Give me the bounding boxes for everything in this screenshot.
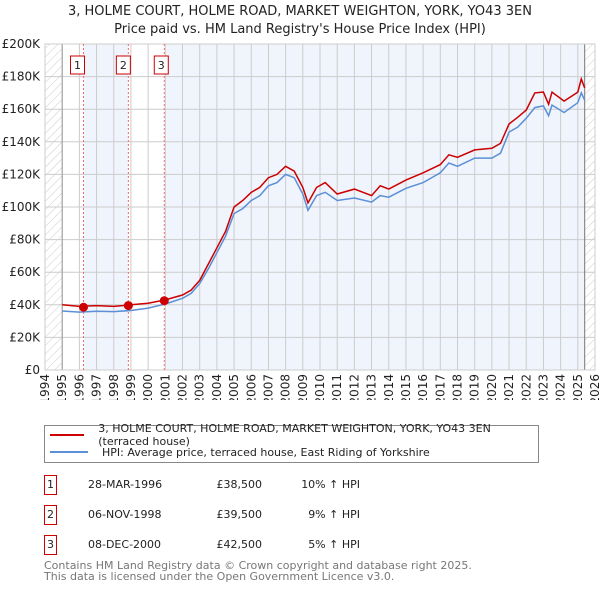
x-tick-label: 2023 <box>536 374 550 400</box>
transaction-date: 28-MAR-1996 <box>88 478 163 491</box>
sale-label-box <box>115 55 131 75</box>
x-tick-label: 2015 <box>399 374 413 400</box>
y-tick-label: £60K <box>9 265 41 279</box>
transaction-date: 06-NOV-1998 <box>88 508 162 521</box>
transaction-row: 1 28-MAR-1996 £38,500 10% ↑ HPI <box>44 475 444 495</box>
chart-subtitle: Price paid vs. HM Land Registry's House … <box>114 22 486 37</box>
x-tick-label: 2011 <box>330 374 344 400</box>
x-tick-label: 1995 <box>55 374 69 400</box>
x-tick-label: 2020 <box>485 374 499 400</box>
x-tick-label: 2006 <box>244 374 258 400</box>
legend-item-hpi: HPI: Average price, terraced house, East… <box>50 444 430 460</box>
x-tick-label: 1996 <box>72 374 86 400</box>
transaction-date: 08-DEC-2000 <box>88 538 162 551</box>
footer: Contains HM Land Registry data © Crown c… <box>44 560 472 582</box>
legend-swatch-red <box>50 434 85 436</box>
legend-item-property: 3, HOLME COURT, HOLME ROAD, MARKET WEIGH… <box>50 422 538 448</box>
legend-label-hpi: HPI: Average price, terraced house, East… <box>102 445 430 459</box>
transaction-marker: 3 <box>44 535 57 555</box>
transaction-price: £39,500 <box>216 508 263 521</box>
x-tick-label: 2013 <box>365 374 379 400</box>
chart-plot: 1994 1995 1996 1997 1998 1999 2000 2001 2002 2003… <box>2 37 600 400</box>
transaction-marker: 1 <box>44 475 57 495</box>
transaction-price: £38,500 <box>216 478 263 491</box>
transaction-row: 3 08-DEC-2000 £42,500 5% ↑ HPI <box>44 535 444 555</box>
sale-label-box <box>70 55 85 75</box>
sale-point <box>79 302 88 312</box>
x-tick-label: 2016 <box>416 374 430 400</box>
y-tick-label: £160K <box>2 102 42 116</box>
x-tick-label: 2019 <box>468 374 482 400</box>
sale-label: 1 <box>74 59 81 72</box>
sale-label: 2 <box>120 59 127 72</box>
y-tick-label: £80K <box>9 233 41 247</box>
footer-licence: This data is licensed under the Open Gov… <box>44 570 395 583</box>
x-tick-label: 2012 <box>347 374 361 400</box>
chart-title: 3, HOLME COURT, HOLME ROAD, MARKET WEIGH… <box>68 4 532 19</box>
x-tick-label: 2025 <box>571 374 585 400</box>
x-tick-label: 2003 <box>193 374 207 400</box>
transaction-hpi-diff: 9% ↑ HPI <box>308 508 360 521</box>
x-tick-label: 2002 <box>176 374 190 400</box>
x-tick-label: 2017 <box>433 374 447 400</box>
y-tick-label: £180K <box>2 70 42 84</box>
x-tick-label: 2007 <box>261 374 275 400</box>
x-tick-label: 2014 <box>382 374 396 400</box>
x-tick-label: 2018 <box>451 374 465 400</box>
x-tick-label: 1999 <box>124 374 138 400</box>
x-tick-label: 2022 <box>519 374 533 400</box>
transaction-price: £42,500 <box>216 538 263 551</box>
legend-label-property: 3, HOLME COURT, HOLME ROAD, MARKET WEIGH… <box>98 422 491 448</box>
transaction-hpi-diff: 5% ↑ HPI <box>308 538 360 551</box>
x-tick-label: 2001 <box>158 374 172 400</box>
transaction-row: 2 06-NOV-1998 £39,500 9% ↑ HPI <box>44 505 444 525</box>
y-tick-label: £20K <box>9 330 41 344</box>
sale-point <box>159 296 169 306</box>
x-tick-label: 2008 <box>279 374 293 400</box>
x-tick-label: 2021 <box>502 374 516 400</box>
legend-swatch-blue <box>50 451 88 453</box>
series-line-hpi <box>62 90 586 313</box>
sale-point <box>123 301 133 311</box>
y-tick-label: £100K <box>2 200 42 214</box>
x-tick-label: 2024 <box>554 374 568 400</box>
footer-copyright: Contains HM Land Registry data © Crown c… <box>44 559 472 572</box>
y-tick-label: £40K <box>9 298 41 312</box>
x-tick-label: 1994 <box>38 374 52 400</box>
legend: 3, HOLME COURT, HOLME ROAD, MARKET WEIGH… <box>44 422 539 463</box>
plot-border <box>44 43 596 371</box>
x-tick-label: 1997 <box>90 374 104 400</box>
y-tick-label: £120K <box>2 167 42 181</box>
x-tick-label: 1998 <box>107 374 121 400</box>
x-tick-label: 2010 <box>313 374 327 400</box>
x-tick-label: 2005 <box>227 374 241 400</box>
transaction-marker: 2 <box>44 505 57 525</box>
x-tick-label: 2009 <box>296 374 310 400</box>
sale-label-box <box>153 55 169 75</box>
y-tick-label: £200K <box>2 37 42 51</box>
y-tick-label: £0 <box>25 363 40 377</box>
x-tick-label: 2026 <box>588 374 600 400</box>
x-tick-label: 2004 <box>210 374 224 400</box>
transaction-hpi-diff: 10% ↑ HPI <box>301 478 360 491</box>
series-line-property <box>62 76 586 308</box>
x-tick-label: 2000 <box>141 374 155 400</box>
sale-label: 3 <box>158 59 165 72</box>
y-tick-label: £140K <box>2 135 42 149</box>
